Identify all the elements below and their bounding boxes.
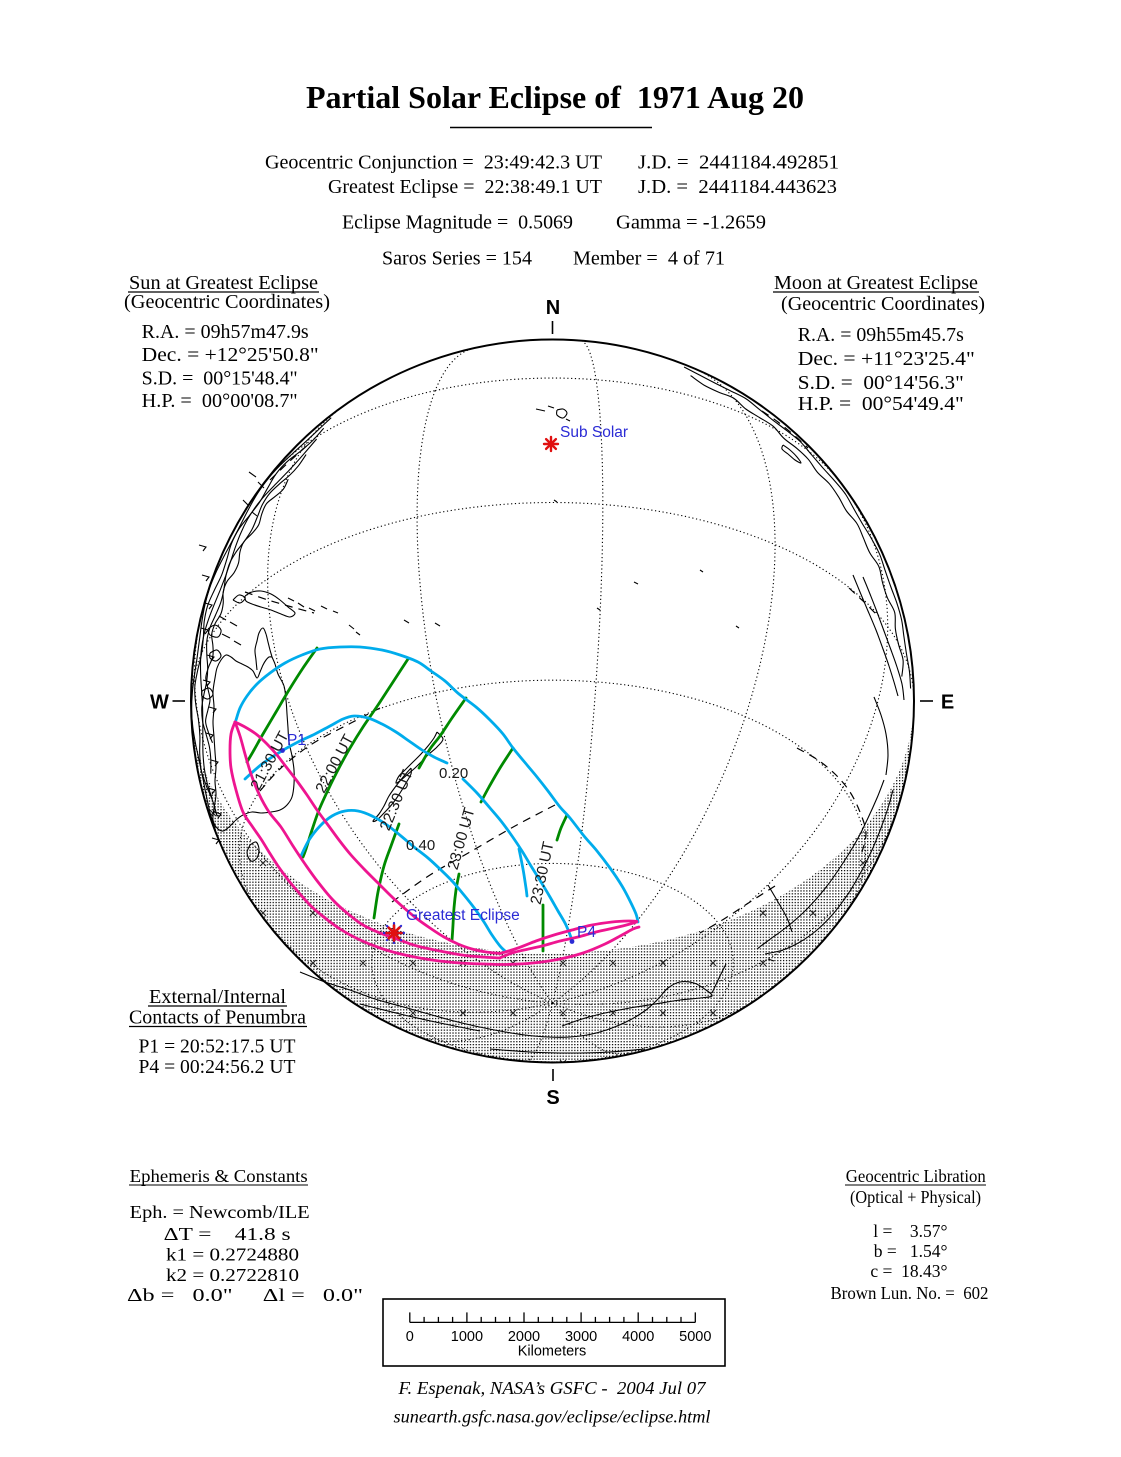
- svg-text:l = 3.57°: l = 3.57°: [873, 1221, 947, 1241]
- svg-text:(Geocentric Coordinates): (Geocentric Coordinates): [124, 292, 330, 313]
- svg-text:S.D. = 00°14'56.3": S.D. = 00°14'56.3": [798, 373, 964, 394]
- svg-text:N: N: [546, 297, 560, 319]
- svg-text:0.40: 0.40: [406, 837, 435, 854]
- svg-text:P4: P4: [577, 924, 596, 941]
- svg-text:R.A. = 09h57m47.9s: R.A. = 09h57m47.9s: [142, 322, 309, 343]
- svg-text:P1 = 20:52:17.5 UT: P1 = 20:52:17.5 UT: [139, 1037, 296, 1058]
- svg-text:Δb = 0.0" Δl = 0.0": Δb = 0.0" Δl = 0.0": [127, 1285, 363, 1305]
- svg-text:(Optical + Physical): (Optical + Physical): [850, 1187, 981, 1207]
- svg-text:Member = 4 of 71: Member = 4 of 71: [573, 249, 725, 270]
- svg-text:3000: 3000: [565, 1329, 597, 1345]
- svg-text:F. Espenak, NASA’s GSFC - 200: F. Espenak, NASA’s GSFC - 2004 Jul 07: [397, 1378, 706, 1398]
- svg-text:Gamma = -1.2659: Gamma = -1.2659: [616, 213, 766, 234]
- svg-text:k1 = 0.2724880: k1 = 0.2724880: [166, 1245, 299, 1265]
- svg-text:4000: 4000: [622, 1329, 654, 1345]
- svg-text:Geocentric Libration: Geocentric Libration: [846, 1166, 986, 1186]
- svg-text:ΔT = 41.8 s: ΔT = 41.8 s: [164, 1224, 291, 1244]
- svg-text:(Geocentric Coordinates): (Geocentric Coordinates): [781, 294, 985, 315]
- svg-text:Dec. = +12°25'50.8": Dec. = +12°25'50.8": [142, 345, 319, 366]
- svg-text:5000: 5000: [679, 1329, 711, 1345]
- svg-text:Greatest Eclipse = 22:38:49.1: Greatest Eclipse = 22:38:49.1 UT: [328, 177, 602, 198]
- svg-text:P1: P1: [287, 732, 306, 749]
- svg-text:Ephemeris & Constants: Ephemeris & Constants: [130, 1166, 308, 1186]
- svg-text:Sun at Greatest Eclipse: Sun at Greatest Eclipse: [129, 273, 318, 294]
- svg-text:2000: 2000: [508, 1329, 540, 1345]
- svg-text:S: S: [546, 1087, 559, 1109]
- svg-text:c = 18.43°: c = 18.43°: [870, 1261, 947, 1281]
- svg-text:E: E: [941, 692, 954, 714]
- svg-text:P4 = 00:24:56.2 UT: P4 = 00:24:56.2 UT: [139, 1057, 296, 1078]
- svg-text:Contacts of Penumbra: Contacts of Penumbra: [129, 1008, 306, 1029]
- svg-text:W: W: [150, 692, 169, 714]
- svg-text:Saros Series = 154: Saros Series = 154: [382, 249, 532, 270]
- svg-text:H.P. = 00°00'08.7": H.P. = 00°00'08.7": [142, 391, 298, 412]
- svg-text:sunearth.gsfc.nasa.gov/eclipse: sunearth.gsfc.nasa.gov/eclipse/eclipse.h…: [394, 1407, 711, 1427]
- svg-text:0.20: 0.20: [439, 765, 468, 782]
- svg-text:Dec. = +11°23'25.4": Dec. = +11°23'25.4": [798, 349, 975, 370]
- svg-text:0: 0: [406, 1329, 414, 1345]
- svg-text:Geocentric Conjunction = 23:4: Geocentric Conjunction = 23:49:42.3 UT: [265, 153, 602, 174]
- svg-text:1000: 1000: [451, 1329, 483, 1345]
- svg-text:Kilometers: Kilometers: [518, 1344, 587, 1360]
- svg-text:Moon at Greatest Eclipse: Moon at Greatest Eclipse: [774, 273, 978, 294]
- svg-text:Eph. = Newcomb/ILE: Eph. = Newcomb/ILE: [130, 1202, 310, 1222]
- svg-text:J.D. = 2441184.492851: J.D. = 2441184.492851: [638, 153, 839, 174]
- svg-text:Brown Lun. No. = 602: Brown Lun. No. = 602: [831, 1283, 989, 1303]
- svg-text:H.P. = 00°54'49.4": H.P. = 00°54'49.4": [798, 394, 964, 415]
- svg-text:Greatest Eclipse: Greatest Eclipse: [406, 907, 520, 924]
- svg-text:External/Internal: External/Internal: [149, 987, 287, 1008]
- svg-text:S.D. = 00°15'48.4": S.D. = 00°15'48.4": [142, 369, 298, 390]
- svg-text:Sub Solar: Sub Solar: [560, 424, 628, 441]
- svg-text:b = 1.54°: b = 1.54°: [874, 1241, 948, 1261]
- svg-text:k2 = 0.2722810: k2 = 0.2722810: [166, 1265, 299, 1285]
- svg-text:J.D. = 2441184.443623: J.D. = 2441184.443623: [638, 177, 837, 198]
- svg-text:R.A. = 09h55m45.7s: R.A. = 09h55m45.7s: [798, 325, 964, 346]
- svg-text:Eclipse Magnitude = 0.5069: Eclipse Magnitude = 0.5069: [342, 213, 573, 234]
- svg-text:Partial Solar Eclipse of 1971: Partial Solar Eclipse of 1971 Aug 20: [306, 79, 804, 115]
